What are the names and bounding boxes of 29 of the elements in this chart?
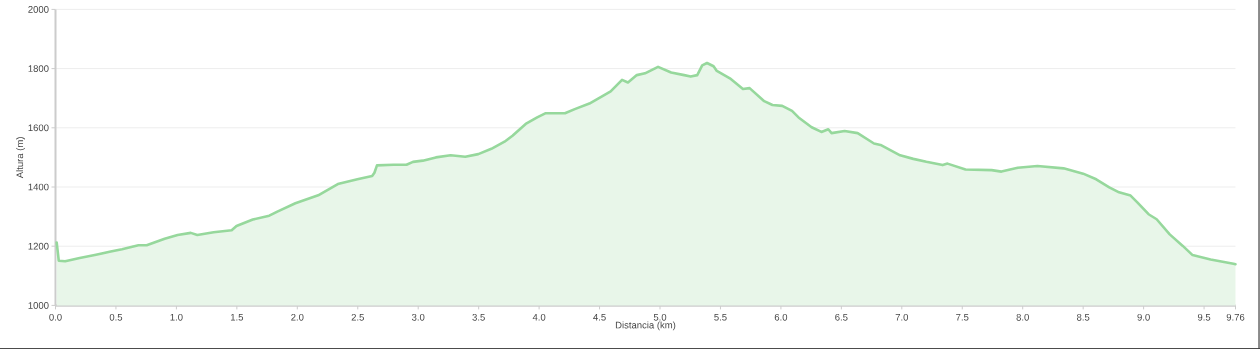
x-tick-label: 8.0 (1016, 313, 1029, 321)
x-tick-label: 9.76 (1226, 313, 1245, 321)
x-tick-label: 7.5 (956, 313, 969, 321)
x-tick-label: 0.0 (49, 313, 62, 321)
y-tick-label: 2000 (28, 6, 49, 13)
y-axis-title: Altura (m) (16, 137, 26, 179)
x-tick-label: 3.0 (411, 313, 425, 321)
x-tick-label: 6.5 (835, 313, 848, 321)
x-tick-label: 9.0 (1137, 313, 1150, 321)
x-axis-title: Distancia (km) (615, 321, 676, 331)
x-tick-label: 5.5 (714, 313, 727, 321)
y-tick-label: 1600 (28, 124, 49, 132)
y-tick-label: 1800 (28, 65, 49, 72)
x-tick-label: 7.0 (895, 313, 909, 321)
x-tick-label: 2.5 (351, 313, 364, 321)
x-tick-label: 4.0 (532, 313, 546, 321)
x-tick-label: 9.5 (1197, 313, 1211, 321)
x-tick-label: 5.0 (653, 313, 667, 321)
x-tick-label: 2.0 (291, 313, 304, 321)
x-tick-label: 6.0 (774, 313, 788, 321)
x-tick-label: 1.5 (230, 313, 244, 321)
y-tick-label: 1000 (28, 302, 49, 309)
y-tick-label: 1200 (28, 242, 49, 250)
x-tick-label: 8.5 (1076, 313, 1090, 321)
y-tick-label: 1400 (28, 183, 49, 191)
x-tick-label: 1.0 (170, 313, 183, 321)
x-tick-label: 3.5 (472, 313, 485, 321)
x-tick-label: 0.5 (109, 313, 123, 321)
x-tick-label: 4.5 (593, 313, 606, 321)
